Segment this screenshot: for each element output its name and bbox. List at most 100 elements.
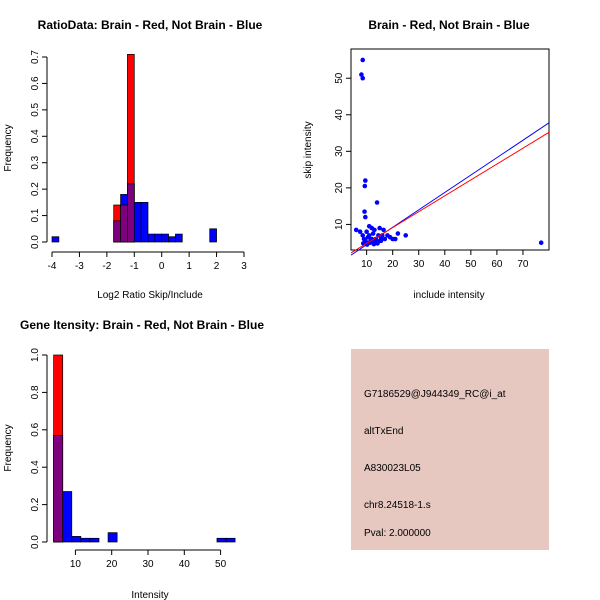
scatter-point (366, 233, 372, 238)
scatter-x-tick-label: 20 (387, 259, 399, 270)
scatter-point (378, 238, 384, 244)
scatter-ylabel: skip intensity (303, 121, 314, 178)
intensity-x-tick-label: 40 (179, 559, 191, 570)
scatter-x-tick-label: 30 (413, 259, 425, 270)
ratio-bar-overlap (113, 220, 121, 243)
ratio-y-tick-label: 0.1 (30, 208, 41, 222)
intensity-x-tick-label: 30 (142, 559, 154, 570)
ratio-bar-overlap (120, 204, 128, 243)
intensity-bar-not-brain (216, 537, 227, 543)
scatter-point (360, 57, 366, 63)
intensity-bar-not-brain (71, 536, 82, 543)
ratio-title: RatioData: Brain - Red, Not Brain - Blue (38, 18, 263, 32)
scatter-y-tick-label: 50 (334, 72, 345, 84)
info-event: altTxEnd (364, 426, 403, 437)
scatter-x-tick-label: 10 (361, 259, 373, 270)
intensity-bar-not-brain (107, 532, 118, 543)
scatter-point (372, 227, 377, 233)
scatter-point (382, 236, 388, 242)
scatter-point (366, 223, 372, 229)
scatter-plot: 10 20 30 40 50 60 70 10 20 30 40 50 (334, 48, 550, 270)
ratio-bar-not-brain (154, 233, 163, 243)
intensity-y-tick-label: 0.6 (30, 422, 41, 436)
info-gene: A830023L05 (364, 463, 421, 474)
ratio-y-tick-label: 0.0 (30, 235, 41, 249)
info-location: chr8.24518-1.s (364, 500, 431, 511)
scatter-point (364, 229, 369, 235)
scatter-point (359, 72, 364, 77)
ratio-bar-not-brain (175, 233, 183, 243)
ratio-bar-not-brain (168, 236, 176, 243)
intensity-ylabel: Frequency (3, 424, 14, 471)
intensity-title: Gene Itensity: Brain - Red, Not Brain - … (20, 318, 264, 332)
scatter-point (362, 183, 368, 189)
ratio-y-tick-label: 0.6 (30, 76, 41, 90)
scatter-title: Brain - Red, Not Brain - Blue (368, 18, 530, 32)
scatter-x-tick-label: 40 (439, 259, 451, 270)
scatter-point (370, 231, 376, 236)
scatter-point (538, 240, 544, 245)
ratio-x-tick-label: -1 (130, 261, 139, 272)
intensity-bar-not-brain (225, 537, 236, 543)
ratio-bar-overlap (127, 183, 135, 243)
scatter-plot-box (350, 48, 550, 251)
ratio-y-tick-label: 0.2 (30, 182, 41, 196)
intensity-y-tick-label: 0.4 (30, 460, 41, 474)
info-panel (351, 349, 549, 550)
ratio-x-tick-label: -2 (102, 261, 111, 272)
info-pval: Pval: 2.000000 (364, 528, 431, 539)
scatter-x-tick-label: 50 (465, 259, 477, 270)
scatter-point (371, 241, 377, 247)
scatter-point (395, 231, 401, 236)
scatter-point (377, 225, 382, 231)
scatter-point (381, 227, 386, 233)
ratio-x-tick-label: 0 (159, 261, 165, 272)
ratio-histogram: 0.0 0.1 0.2 0.3 0.4 0.5 0.6 0.7 -4 -3 -2 -1 0 1 2 3 (30, 50, 247, 272)
intensity-bar-not-brain (80, 537, 91, 543)
ratio-y-tick-label: 0.3 (30, 155, 41, 169)
ratio-xlabel: Log2 Ratio Skip/Include (97, 290, 203, 301)
ratio-bar-not-brain (161, 233, 169, 243)
intensity-y-tick-label: 0.0 (30, 535, 41, 549)
intensity-bar-not-brain (62, 491, 73, 543)
intensity-y-tick-label: 0.2 (30, 497, 41, 511)
ratio-x-tick-label: -4 (48, 261, 57, 272)
intensity-y-tick-label: 1.0 (30, 348, 41, 362)
scatter-point (353, 227, 359, 233)
ratio-bar-not-brain (147, 233, 156, 243)
scatter-y-tick-label: 30 (334, 145, 345, 157)
ratio-y-tick-label: 0.5 (30, 102, 41, 116)
scatter-y-tick-label: 20 (334, 182, 345, 194)
intensity-x-tick-label: 10 (70, 559, 82, 570)
intensity-x-tick-label: 20 (106, 559, 118, 570)
scatter-point (403, 233, 409, 238)
ratio-bar-not-brain (209, 228, 217, 243)
ratio-x-tick-label: 2 (214, 261, 220, 272)
scatter-point (357, 229, 363, 235)
scatter-point (374, 200, 380, 205)
intensity-bar-not-brain (89, 537, 100, 543)
ratio-x-tick-label: 1 (186, 261, 192, 272)
scatter-x-tick-label: 70 (517, 259, 529, 270)
ratio-bar-not-brain (140, 202, 149, 243)
intensity-x-tick-label: 50 (215, 559, 227, 570)
intensity-xlabel: Intensity (131, 590, 168, 600)
ratio-ylabel: Frequency (3, 124, 14, 171)
scatter-point (375, 241, 380, 246)
ratio-y-tick-label: 0.7 (30, 50, 41, 64)
ratio-y-tick-label: 0.4 (30, 129, 41, 143)
intensity-y-tick-label: 0.8 (30, 385, 41, 399)
ratio-x-tick-label: 3 (241, 261, 247, 272)
scatter-x-tick-label: 60 (491, 259, 503, 270)
scatter-point (360, 233, 366, 238)
ratio-bar-not-brain (51, 236, 60, 243)
scatter-point (360, 75, 366, 81)
scatter-xlabel: include intensity (413, 290, 484, 301)
scatter-point (363, 214, 368, 220)
ratio-bar-not-brain (133, 202, 142, 243)
ratio-x-tick-label: -3 (75, 261, 84, 272)
info-probe: G7186529@J944349_RC@i_at (364, 389, 506, 400)
scatter-y-tick-label: 10 (334, 218, 345, 230)
scatter-y-tick-label: 40 (334, 109, 345, 121)
